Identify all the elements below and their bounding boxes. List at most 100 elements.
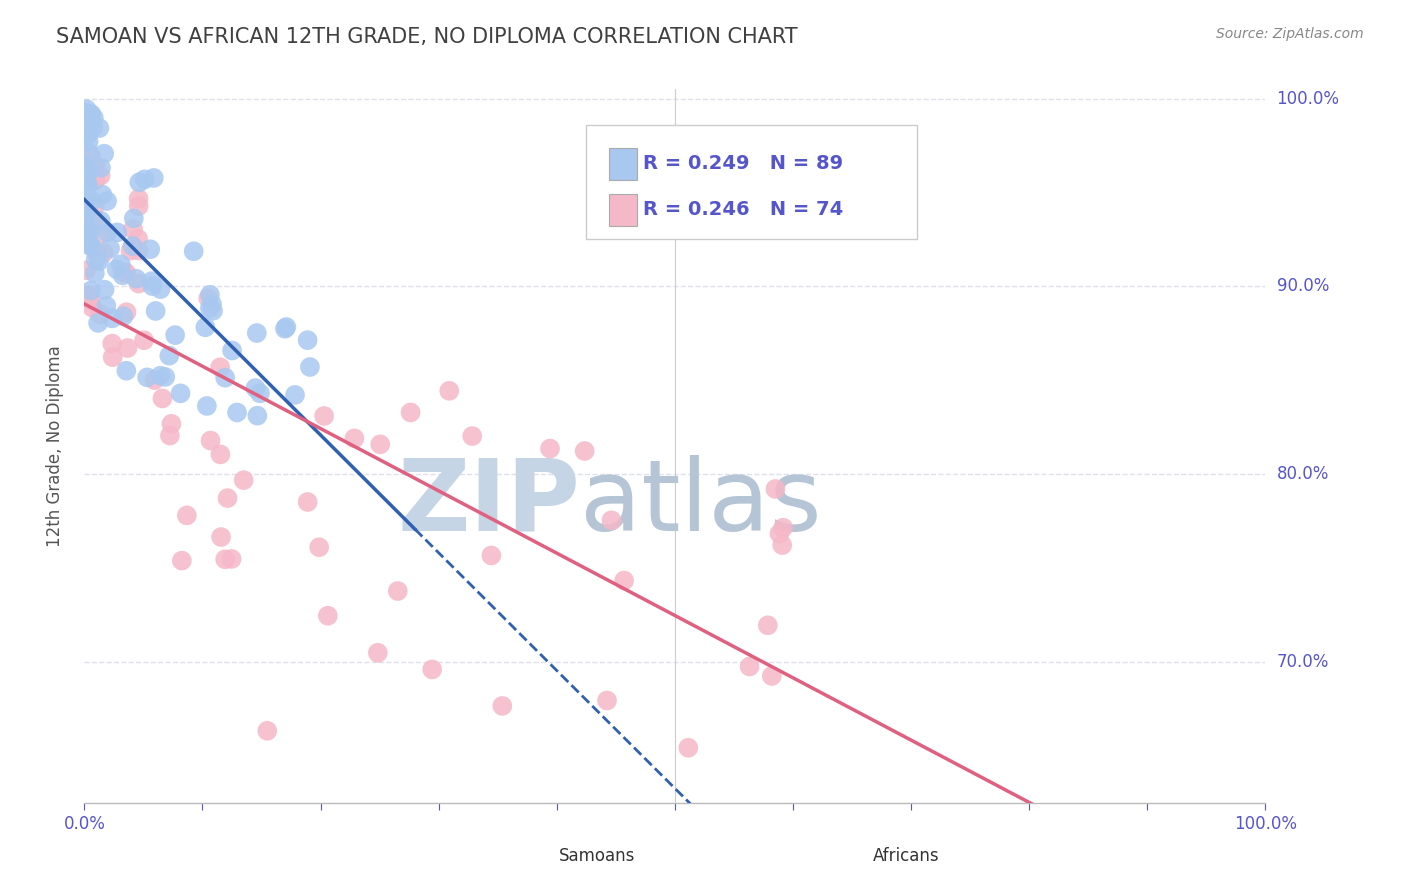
Point (134, 172, 156, 186)
Point (209, 447, 232, 461)
Point (82, 301, 104, 315)
Point (76, 128, 98, 143)
Point (90, 227, 112, 241)
Point (79, 224, 101, 238)
Point (73, 226, 96, 240)
Point (159, 428, 181, 442)
Point (221, 552, 243, 566)
Point (86, 246, 108, 260)
Point (84, 173, 107, 187)
Point (111, 268, 134, 283)
Point (122, 222, 145, 236)
Point (461, 429, 484, 443)
Point (79, 163, 101, 178)
Point (770, 538, 793, 552)
Point (101, 350, 124, 364)
Point (136, 370, 159, 384)
Point (76, 102, 98, 116)
Text: SAMOAN VS AFRICAN 12TH GRADE, NO DIPLOMA CORRELATION CHART: SAMOAN VS AFRICAN 12TH GRADE, NO DIPLOMA… (56, 27, 797, 46)
Text: 100.0%: 100.0% (1277, 89, 1340, 108)
Text: Africans: Africans (873, 847, 941, 865)
Point (76, 220, 98, 235)
Point (209, 530, 232, 544)
Point (77, 128, 100, 142)
Point (90, 214, 112, 228)
Point (73, 168, 96, 182)
Point (87, 254, 110, 268)
Point (479, 549, 502, 563)
Point (75, 165, 97, 179)
FancyBboxPatch shape (609, 148, 637, 179)
Point (194, 320, 217, 334)
Text: 80.0%: 80.0% (1277, 465, 1329, 483)
Point (90, 161, 112, 175)
Point (756, 618, 779, 632)
Point (80, 284, 103, 298)
Point (165, 328, 187, 343)
Point (75, 105, 97, 120)
Point (115, 266, 138, 280)
Point (82, 120, 104, 135)
Point (152, 392, 174, 406)
Text: atlas: atlas (581, 455, 823, 551)
Text: R = 0.249   N = 89: R = 0.249 N = 89 (643, 154, 844, 173)
Point (139, 242, 162, 256)
Point (75, 157, 97, 171)
Point (298, 359, 321, 374)
Point (101, 336, 124, 351)
Point (195, 399, 218, 413)
Point (768, 526, 790, 541)
Point (538, 442, 561, 456)
Point (256, 723, 278, 738)
Point (399, 405, 422, 419)
Point (198, 287, 221, 301)
Point (155, 370, 177, 384)
Point (141, 279, 163, 293)
Point (128, 199, 150, 213)
Point (112, 309, 135, 323)
Point (75, 126, 97, 140)
Point (80, 150, 103, 164)
Point (90, 169, 112, 183)
Text: 90.0%: 90.0% (1277, 277, 1329, 295)
Point (127, 232, 149, 246)
Point (209, 360, 232, 375)
Point (738, 659, 761, 673)
Point (77, 178, 100, 192)
Point (214, 552, 236, 566)
Point (249, 386, 271, 401)
Point (170, 553, 193, 567)
Point (84, 252, 107, 267)
Text: Source: ZipAtlas.com: Source: ZipAtlas.com (1216, 27, 1364, 41)
Point (596, 693, 619, 707)
Y-axis label: 12th Grade, No Diploma: 12th Grade, No Diploma (45, 345, 63, 547)
Point (93, 283, 115, 297)
Point (79, 293, 101, 308)
Point (368, 437, 391, 451)
Point (76, 229, 98, 244)
Point (132, 333, 155, 347)
Point (367, 646, 389, 660)
Point (128, 175, 150, 189)
Point (110, 257, 132, 271)
Point (120, 244, 142, 258)
Point (491, 698, 513, 713)
Point (79, 237, 101, 252)
Point (246, 409, 269, 423)
Point (89, 121, 111, 136)
Text: Samoans: Samoans (560, 847, 636, 865)
Point (143, 373, 166, 387)
Point (80, 108, 103, 122)
Point (101, 311, 124, 326)
Point (84, 159, 107, 173)
Point (80, 194, 103, 208)
FancyBboxPatch shape (586, 125, 917, 239)
Point (221, 343, 243, 358)
Point (141, 274, 163, 288)
Point (214, 370, 236, 384)
Point (128, 192, 150, 206)
Point (96, 194, 118, 208)
Point (75, 198, 97, 212)
FancyBboxPatch shape (509, 843, 534, 870)
Point (600, 513, 623, 527)
